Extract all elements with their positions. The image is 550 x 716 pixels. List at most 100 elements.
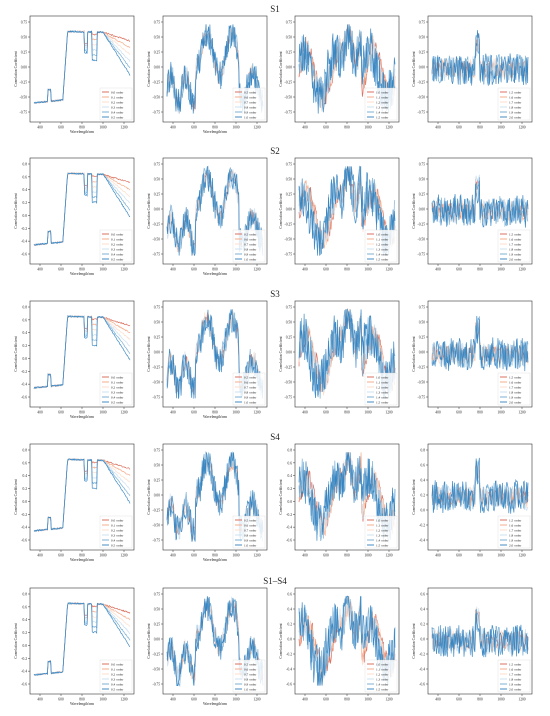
y-tick-label: -0.50 <box>418 238 426 242</box>
legend-box <box>497 372 531 406</box>
chart-panel: 0.75 0.50 0.25 0.00 -0.25 -0.50 -0.75 400 600 800… <box>279 300 400 415</box>
x-tick-label: 1000 <box>232 554 239 558</box>
series-line <box>166 451 264 542</box>
x-tick-label: 600 <box>323 126 329 130</box>
y-tick-label: -0.75 <box>153 111 161 115</box>
legend-label: 1.8 order <box>509 390 522 394</box>
y-axis-label: Correlation Coefficient <box>279 478 283 514</box>
legend-label: 1.0 order <box>376 518 389 522</box>
y-tick-label: -0.4 <box>21 383 27 387</box>
y-tick-label: 0.2 <box>288 487 293 491</box>
x-tick-label: 1200 <box>385 126 392 130</box>
x-axis-label: Wavelength/nm <box>203 558 227 562</box>
y-tick-label: -0.50 <box>153 524 161 528</box>
y-tick-label: 0.8 <box>288 449 293 453</box>
legend-label: 0.5 order <box>244 518 257 522</box>
x-axis-label: Wavelength/nm <box>70 272 94 276</box>
series-group <box>33 602 131 676</box>
legend-label: 0.6 order <box>244 237 257 241</box>
y-tick-label: -0.6 <box>286 683 292 687</box>
legend-box <box>232 372 266 406</box>
legend-box <box>497 229 531 263</box>
legend-label: 0.5 order <box>111 687 124 691</box>
y-tick-label: 0.6 <box>288 593 293 597</box>
y-tick-label: 0.25 <box>154 193 160 197</box>
legend-label: 0.1 order <box>111 380 124 384</box>
legend-box <box>364 659 398 693</box>
y-tick-label: 0.00 <box>154 208 160 212</box>
y-axis-label: Correlation Coefficient <box>14 335 18 371</box>
y-tick-label: 0.6 <box>288 461 293 465</box>
x-tick-label: 1200 <box>120 554 127 558</box>
y-tick-label: 0.4 <box>421 608 426 612</box>
x-tick-label: 600 <box>191 268 197 272</box>
series-group <box>33 172 131 247</box>
x-tick-label: 800 <box>344 268 350 272</box>
x-tick-label: 1200 <box>385 268 392 272</box>
x-tick-label: 1000 <box>364 698 371 702</box>
y-tick-label: 0.6 <box>23 175 28 179</box>
x-tick-label: 600 <box>323 698 329 702</box>
legend-label: 1.4 order <box>376 252 389 256</box>
y-tick-label: 0.0 <box>288 638 293 642</box>
y-tick-label: -0.25 <box>418 223 426 227</box>
y-tick-label: -0.75 <box>418 111 426 115</box>
x-tick-label: 400 <box>37 698 43 702</box>
legend-label: 0.8 order <box>244 247 257 251</box>
y-tick-label: 0.8 <box>23 449 28 453</box>
x-tick-label: 1000 <box>364 411 371 415</box>
y-tick-label: 0.75 <box>286 163 292 167</box>
x-tick-label: 600 <box>191 126 197 130</box>
legend-label: 0.4 order <box>111 110 124 114</box>
legend-label: 1.2 order <box>376 242 389 246</box>
legend-label: 0.6 order <box>244 523 257 527</box>
x-tick-label: 1200 <box>120 268 127 272</box>
y-tick-label: 0.25 <box>286 336 292 340</box>
x-tick-label: 800 <box>212 698 218 702</box>
legend-label: 1.2 order <box>376 100 389 104</box>
chart-panel: 0.75 0.50 0.25 0.00 -0.25 -0.50 -0.75 400 600 800… <box>147 587 268 706</box>
legend-label: 1.2 order <box>376 672 389 676</box>
legend-label: 0.4 order <box>111 682 124 686</box>
y-tick-label: 0.25 <box>154 623 160 627</box>
legend-label: 1.0 order <box>244 257 257 261</box>
y-tick-label: -0.75 <box>418 396 426 400</box>
y-axis-label: Correlation Coefficient <box>279 335 283 371</box>
legend-label: 1.0 order <box>244 543 257 547</box>
y-tick-label: -0.50 <box>285 238 293 242</box>
x-tick-label: 1200 <box>518 126 525 130</box>
chart-panel: 0.75 0.50 0.25 0.00 -0.25 -0.50 -0.75 400 600 800… <box>279 15 400 130</box>
x-tick-label: 400 <box>435 554 441 558</box>
series-line <box>431 457 529 514</box>
y-tick-label: -0.4 <box>286 668 292 672</box>
x-tick-label: 600 <box>323 411 329 415</box>
legend-label: 0.7 order <box>244 242 257 246</box>
legend-label: 1.0 order <box>376 662 389 666</box>
legend-label: 0.3 order <box>111 533 124 537</box>
legend-label: 0.1 order <box>111 667 124 671</box>
y-tick-label: 0.00 <box>286 66 292 70</box>
y-tick-label: -0.25 <box>153 223 161 227</box>
x-tick-label: 400 <box>435 268 441 272</box>
x-tick-label: 1000 <box>232 268 239 272</box>
x-axis-label: Wavelength/nm <box>70 702 94 706</box>
legend-label: 0.0 order <box>111 232 124 236</box>
y-tick-label: 0.0 <box>421 509 426 513</box>
y-tick-label: 0.4 <box>288 474 293 478</box>
y-tick-label: -0.50 <box>285 96 293 100</box>
series-line <box>298 165 396 256</box>
legend-label: 0.5 order <box>111 257 124 261</box>
legend-label: 1.6 order <box>509 667 522 671</box>
y-tick-label: 0.00 <box>154 66 160 70</box>
y-tick-label: -0.4 <box>21 240 27 244</box>
row-title: S1 <box>270 4 280 14</box>
legend-label: 0.7 order <box>244 672 257 676</box>
y-tick-label: 0.50 <box>154 36 160 40</box>
legend-label: 1.7 order <box>509 672 522 676</box>
x-tick-label: 400 <box>435 411 441 415</box>
